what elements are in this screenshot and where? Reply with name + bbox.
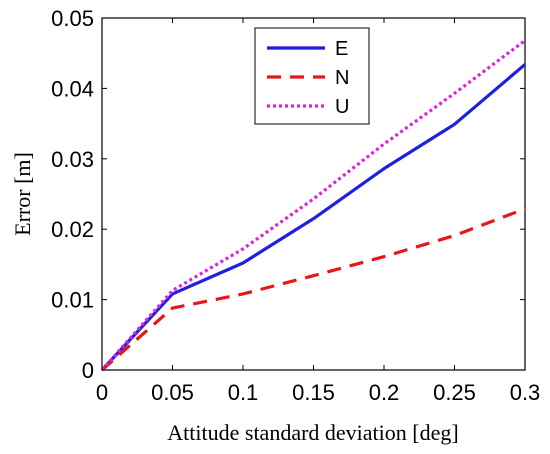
legend-label-u: U xyxy=(335,96,349,118)
x-tick-label: 0.1 xyxy=(228,380,259,405)
y-tick-label: 0.01 xyxy=(51,288,94,313)
series-layer xyxy=(100,39,527,372)
legend-label-n: N xyxy=(335,67,349,89)
y-tick-label: 0.05 xyxy=(51,6,94,31)
x-tick-label: 0.3 xyxy=(510,380,541,405)
y-tick-label: 0.03 xyxy=(51,147,94,172)
x-tick-label: 0.05 xyxy=(151,380,194,405)
x-tick-label: 0.2 xyxy=(369,380,400,405)
legend-label-e: E xyxy=(335,38,348,60)
y-tick-label: 0.04 xyxy=(51,76,94,101)
x-tick-label: 0.15 xyxy=(292,380,335,405)
y-tick-label: 0.02 xyxy=(51,217,94,242)
legend: ENU xyxy=(254,27,370,125)
x-tick-label: 0 xyxy=(96,380,108,405)
y-axis-label: Error [m] xyxy=(10,152,35,236)
x-axis-ticks: 0 0.05 0.1 0.15 0.2 0.25 0.3 xyxy=(96,18,540,405)
x-axis-label: Attitude standard deviation [deg] xyxy=(167,420,458,445)
x-tick-label: 0.25 xyxy=(433,380,476,405)
y-axis-ticks: 0 0.01 0.02 0.03 0.04 0.05 xyxy=(51,6,525,383)
y-tick-label: 0 xyxy=(82,358,94,383)
